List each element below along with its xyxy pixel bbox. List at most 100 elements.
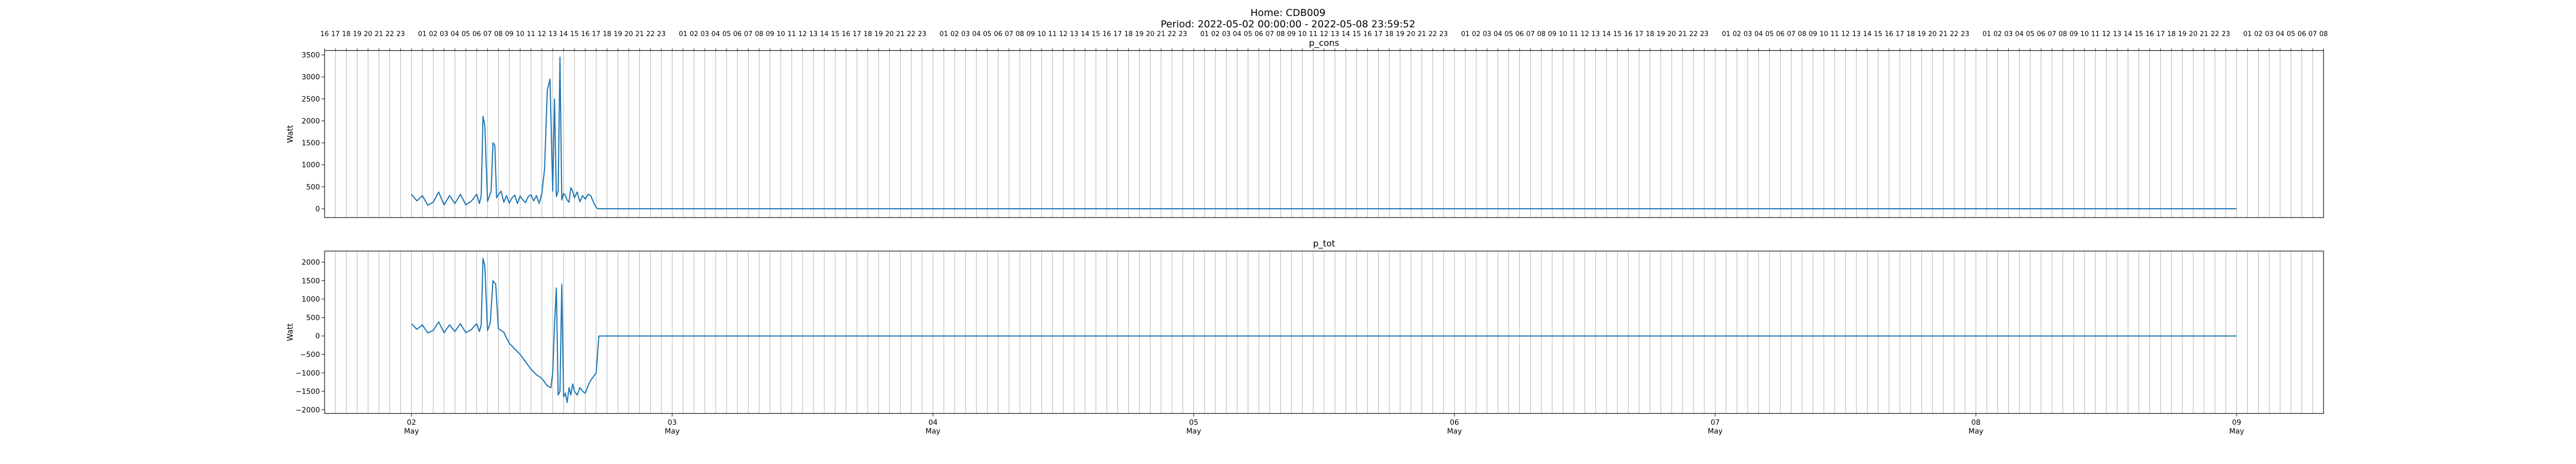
top-hour-label: 09 (1809, 30, 1818, 38)
x-tick-month-label: May (2229, 427, 2244, 436)
y-tick-label: 0 (315, 333, 320, 341)
top-hour-label: 09 (1026, 30, 1035, 38)
top-hour-label: 18 (2167, 30, 2176, 38)
top-hour-label: 05 (1504, 30, 1513, 38)
top-hour-label: 07 (1005, 30, 1013, 38)
top-hour-label: 19 (1135, 30, 1144, 38)
panel-title: p_tot (1313, 239, 1335, 249)
top-hour-label: 23 (1179, 30, 1188, 38)
top-hour-label: 20 (1146, 30, 1155, 38)
top-hour-label: 11 (1048, 30, 1057, 38)
x-tick-day-label: 03 (668, 419, 677, 427)
top-hour-label: 01 (1982, 30, 1991, 38)
top-hour-label: 21 (635, 30, 644, 38)
top-hour-label: 05 (1244, 30, 1252, 38)
top-hour-label: 18 (342, 30, 351, 38)
top-hour-label: 23 (1439, 30, 1448, 38)
top-hour-label: 22 (646, 30, 655, 38)
top-hour-label: 20 (885, 30, 894, 38)
top-hour-label: 23 (918, 30, 927, 38)
top-hour-label: 11 (1831, 30, 1839, 38)
series-line (411, 258, 2236, 403)
x-tick-month-label: May (665, 427, 680, 436)
top-hour-label: 06 (1255, 30, 1263, 38)
top-hour-label: 16 (581, 30, 590, 38)
top-hour-label: 15 (1092, 30, 1100, 38)
top-hour-label: 22 (385, 30, 394, 38)
top-hour-label: 19 (1396, 30, 1404, 38)
top-hour-label: 03 (1743, 30, 1752, 38)
top-hour-label: 20 (1928, 30, 1937, 38)
top-hour-label: 09 (766, 30, 774, 38)
top-hour-label: 18 (1646, 30, 1654, 38)
top-hour-label: 10 (776, 30, 785, 38)
top-hour-label: 10 (516, 30, 524, 38)
top-hour-label: 21 (1157, 30, 1165, 38)
top-hour-label: 15 (1352, 30, 1361, 38)
top-hour-label: 08 (494, 30, 503, 38)
top-hour-label: 09 (505, 30, 514, 38)
top-hour-label: 06 (1776, 30, 1785, 38)
top-hour-label: 02 (2254, 30, 2263, 38)
top-hour-label: 03 (2265, 30, 2274, 38)
top-hour-label: 04 (2276, 30, 2284, 38)
x-tick-month-label: May (1708, 427, 1723, 436)
top-hour-label: 06 (733, 30, 742, 38)
top-hour-label: 09 (1548, 30, 1557, 38)
axes-frame (324, 251, 2324, 414)
top-hour-label: 20 (624, 30, 633, 38)
top-hour-label: 15 (831, 30, 840, 38)
top-hour-label: 18 (1124, 30, 1133, 38)
top-hour-label: 10 (1820, 30, 1828, 38)
top-hour-label: 17 (1635, 30, 1643, 38)
top-hour-label: 06 (2298, 30, 2307, 38)
x-tick-day-label: 08 (1971, 419, 1980, 427)
top-hour-label: 19 (1918, 30, 1926, 38)
top-hour-label: 04 (451, 30, 460, 38)
top-hour-label: 21 (896, 30, 905, 38)
top-hour-label: 19 (874, 30, 883, 38)
top-hour-label: 05 (983, 30, 992, 38)
y-tick-label: 500 (306, 183, 320, 191)
top-hour-label: 16 (842, 30, 851, 38)
top-hour-label: 14 (1602, 30, 1611, 38)
y-tick-label: 2000 (301, 258, 320, 267)
series-line (411, 56, 2236, 209)
x-tick-month-label: May (1186, 427, 1201, 436)
top-hour-label: 23 (396, 30, 405, 38)
top-hour-label: 04 (2015, 30, 2024, 38)
top-hour-label: 13 (1331, 30, 1340, 38)
top-hour-label: 19 (1656, 30, 1665, 38)
top-hour-label: 14 (1081, 30, 1090, 38)
top-hour-label: 17 (592, 30, 601, 38)
y-axis-label: Watt (285, 323, 295, 341)
top-hour-label: 14 (2124, 30, 2132, 38)
top-hour-label: 08 (1276, 30, 1285, 38)
top-hour-label: 05 (1765, 30, 1774, 38)
top-hour-label: 04 (1494, 30, 1502, 38)
top-hour-label: 08 (2319, 30, 2328, 38)
top-hour-label: 23 (1961, 30, 1970, 38)
top-hour-label: 07 (483, 30, 492, 38)
top-hour-label: 13 (1070, 30, 1079, 38)
top-hour-label: 11 (2091, 30, 2100, 38)
top-hour-label: 11 (787, 30, 796, 38)
top-hour-label: 16 (1103, 30, 1111, 38)
top-hour-label: 15 (570, 30, 579, 38)
top-hour-label: 23 (657, 30, 666, 38)
x-tick-day-label: 07 (1710, 419, 1720, 427)
top-hour-label: 21 (1418, 30, 1427, 38)
y-tick-label: 1500 (301, 139, 320, 147)
top-hour-label: 10 (1037, 30, 1046, 38)
top-hour-label: 15 (1613, 30, 1622, 38)
top-hour-label: 17 (853, 30, 861, 38)
top-hour-label: 07 (1526, 30, 1535, 38)
top-hour-label: 16 (1885, 30, 1893, 38)
top-hour-label: 18 (603, 30, 612, 38)
top-hour-label: 11 (1309, 30, 1318, 38)
top-hour-label: 02 (1472, 30, 1481, 38)
top-hour-label: 23 (2222, 30, 2230, 38)
top-hour-label: 11 (1570, 30, 1579, 38)
top-hour-label: 05 (2286, 30, 2295, 38)
